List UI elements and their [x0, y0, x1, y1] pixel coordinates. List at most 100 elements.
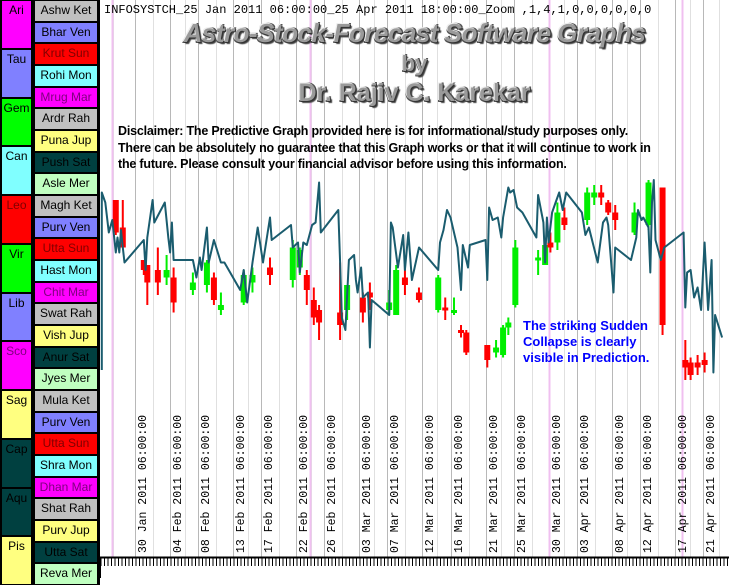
candle	[535, 250, 542, 275]
title-by: by	[401, 51, 428, 76]
sign-pis: Pis	[1, 536, 32, 585]
candle	[401, 265, 408, 295]
candle	[659, 187, 666, 335]
candle-body	[316, 310, 323, 323]
time-ruler	[100, 556, 729, 578]
candle	[561, 207, 568, 230]
nakshatra-purv-jup: Purv Jup	[34, 520, 98, 542]
candle	[500, 325, 507, 358]
disclaimer-line: There can be absolutely no guarantee tha…	[118, 140, 651, 155]
candle	[337, 262, 344, 340]
candle	[605, 200, 612, 215]
candle	[266, 257, 273, 285]
candle-body	[561, 217, 568, 225]
candle	[547, 232, 554, 253]
candle-body	[140, 260, 147, 270]
nakshatra-purv-ven: Purv Ven	[34, 216, 98, 239]
nakshatra-jyes-mer: Jyes Mer	[34, 368, 98, 390]
candle	[119, 200, 126, 248]
candle	[217, 292, 224, 315]
candle	[493, 340, 500, 358]
candle-body	[687, 362, 694, 375]
candle-body	[112, 200, 119, 233]
candle	[442, 297, 449, 320]
candle-wick	[121, 200, 124, 248]
candle-body	[554, 212, 561, 243]
disclaimer-line: Disclaimer: The Predictive Graph provide…	[118, 124, 629, 138]
x-tick-label: 26 Feb 2011 06:00:00	[325, 414, 339, 553]
candle-body	[217, 305, 224, 310]
x-tick-label: 30 Jan 2011 06:00:00	[136, 414, 150, 553]
sign-sco: Sco	[1, 341, 32, 390]
candle-body	[415, 292, 422, 300]
x-tick-label: 12 Apr 2011 06:00:00	[641, 414, 655, 553]
nakshatra-utta-sat: Utta Sat	[34, 541, 98, 564]
candle	[484, 345, 491, 368]
candle	[303, 270, 310, 305]
candle	[598, 185, 605, 205]
candle	[289, 240, 296, 288]
nakshatra-vish-jup: Vish Jup	[34, 325, 98, 347]
candle-body	[612, 212, 619, 220]
candle-body	[547, 242, 554, 248]
candle	[591, 185, 598, 205]
candle-wick	[146, 265, 149, 305]
x-tick-label: 13 Feb 2011 06:00:00	[234, 414, 248, 553]
candle	[189, 272, 196, 295]
candle-body	[645, 182, 652, 225]
nakshatra-swat-rah: Swat Rah	[34, 303, 98, 325]
candle-body	[598, 192, 605, 198]
candle	[505, 317, 512, 335]
nakshatra-shra-mon: Shra Mon	[34, 455, 98, 477]
candle-body	[170, 277, 177, 303]
candle-body	[535, 257, 542, 261]
candle-body	[584, 192, 591, 220]
annotation-line: Collapse is clearly	[523, 334, 637, 349]
sign-ari: Ari	[1, 0, 32, 49]
nakshatra-ardr-rah: Ardr Rah	[34, 108, 98, 130]
candle	[612, 205, 619, 230]
nakshatra-mula-ket: Mula Ket	[34, 390, 98, 412]
nakshatra-bhar-ven: Bhar Ven	[34, 21, 98, 44]
x-tick-label: 08 Feb 2011 06:00:00	[199, 414, 213, 553]
candle	[451, 297, 458, 315]
candle-body	[493, 347, 500, 353]
x-tick-label: 12 Mar 2011 06:00:00	[423, 414, 437, 553]
nakshatra-rohi-mon: Rohi Mon	[34, 65, 98, 87]
nakshatra-purv-ven: Purv Ven	[34, 411, 98, 434]
candle	[170, 267, 177, 313]
candle-body	[337, 312, 344, 325]
nakshatra-reva-mer: Reva Mer	[34, 563, 98, 585]
nakshatra-hast-mon: Hast Mon	[34, 260, 98, 282]
candle-body	[144, 265, 151, 283]
candle-body	[366, 292, 373, 298]
candle	[144, 265, 151, 305]
chart-header-info: INFOSYSTCH_25 Jan 2011 06:00:00_25 Apr 2…	[104, 3, 652, 17]
candle	[393, 265, 400, 315]
candle-body	[203, 262, 210, 285]
x-tick-label: 21 Mar 2011 06:00:00	[487, 414, 501, 553]
candle-body	[505, 322, 512, 328]
sign-vir: Vir	[1, 243, 32, 293]
candle	[210, 272, 217, 305]
candle	[163, 255, 170, 285]
nakshatra-push-sat: Push Sat	[34, 151, 98, 174]
sign-sag: Sag	[1, 390, 32, 439]
candle-body	[500, 327, 507, 355]
sign-aqu: Aqu	[1, 487, 32, 537]
candle	[584, 187, 591, 225]
candle	[645, 180, 652, 230]
candle	[554, 202, 561, 250]
x-tick-label: 16 Mar 2011 06:00:00	[452, 414, 466, 553]
x-tick-label: 03 Mar 2011 06:00:00	[360, 414, 374, 553]
candle-body	[401, 277, 408, 285]
candle-body	[119, 227, 126, 248]
sign-gem: Gem	[1, 97, 32, 147]
marker-lines	[111, 0, 684, 557]
candle-body	[512, 247, 519, 305]
nakshatra-puna-jup: Puna Jup	[34, 130, 98, 152]
candle-body	[289, 247, 296, 280]
candle	[701, 352, 708, 373]
candle-body	[249, 275, 256, 283]
candle	[240, 270, 247, 305]
